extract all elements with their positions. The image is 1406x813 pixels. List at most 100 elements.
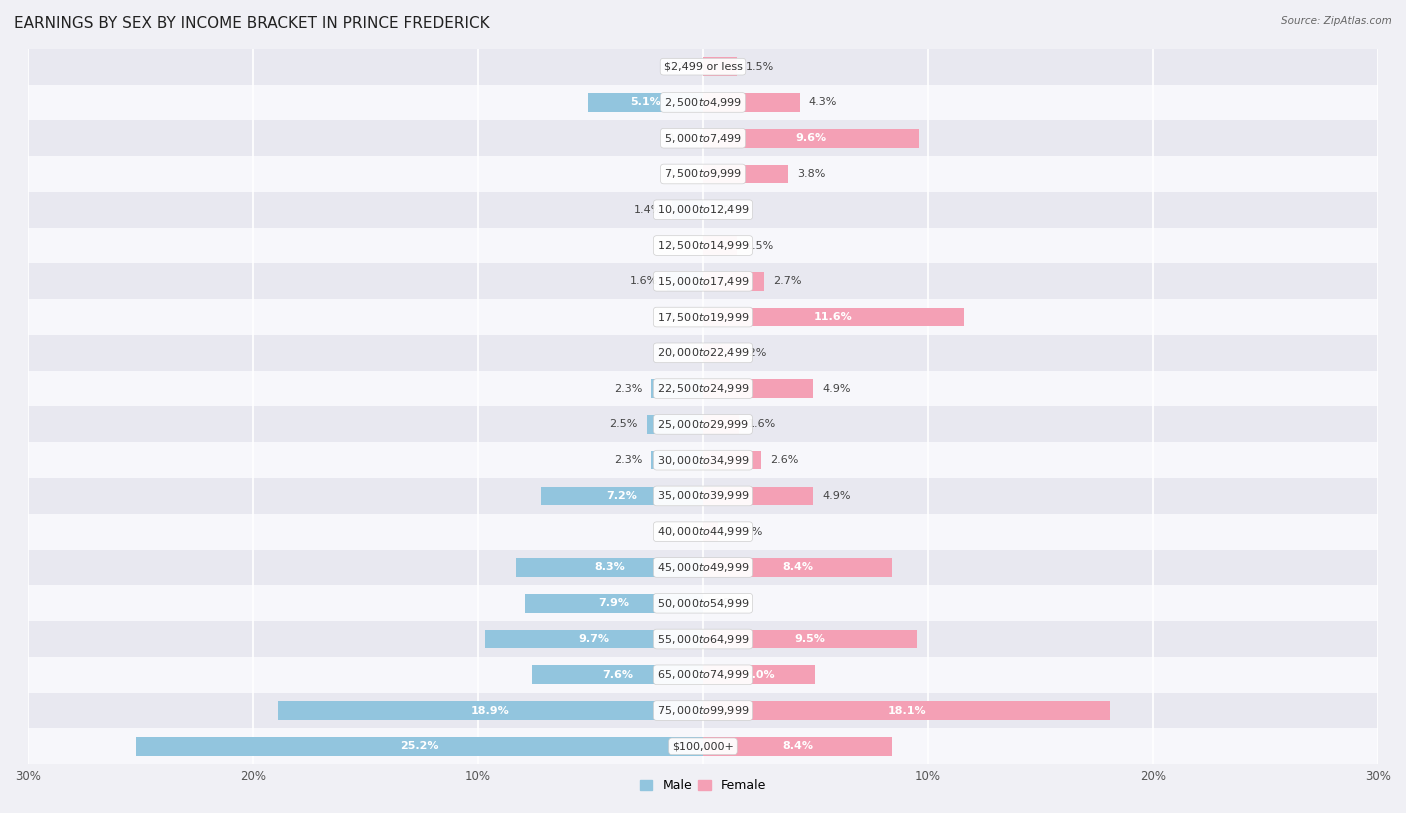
Bar xyxy=(703,272,763,290)
Bar xyxy=(28,406,1378,442)
Legend: Male, Female: Male, Female xyxy=(636,774,770,798)
Text: 9.6%: 9.6% xyxy=(796,133,827,143)
Text: 0.0%: 0.0% xyxy=(666,62,695,72)
Text: 2.7%: 2.7% xyxy=(773,276,801,286)
Text: 1.2%: 1.2% xyxy=(740,348,768,358)
Text: $5,000 to $7,499: $5,000 to $7,499 xyxy=(664,132,742,145)
Bar xyxy=(28,263,1378,299)
Bar xyxy=(28,693,1378,728)
Text: 1.6%: 1.6% xyxy=(630,276,658,286)
Text: 2.3%: 2.3% xyxy=(614,455,643,465)
Bar xyxy=(703,129,920,147)
Bar xyxy=(703,559,891,576)
Text: 0.0%: 0.0% xyxy=(666,241,695,250)
Bar xyxy=(666,272,703,290)
Bar xyxy=(651,380,703,398)
Bar xyxy=(672,201,703,219)
Text: 8.4%: 8.4% xyxy=(782,741,813,751)
Bar xyxy=(28,228,1378,263)
Text: $25,000 to $29,999: $25,000 to $29,999 xyxy=(657,418,749,431)
Bar xyxy=(541,487,703,505)
Bar xyxy=(28,192,1378,228)
Bar xyxy=(703,380,813,398)
Bar xyxy=(28,585,1378,621)
Text: 0.0%: 0.0% xyxy=(666,169,695,179)
Text: 7.6%: 7.6% xyxy=(602,670,633,680)
Text: 0.67%: 0.67% xyxy=(727,527,762,537)
Text: $35,000 to $39,999: $35,000 to $39,999 xyxy=(657,489,749,502)
Text: $20,000 to $22,499: $20,000 to $22,499 xyxy=(657,346,749,359)
Bar xyxy=(703,344,730,362)
Bar xyxy=(703,630,917,648)
Text: 4.9%: 4.9% xyxy=(823,491,851,501)
Bar xyxy=(278,702,703,720)
Bar xyxy=(28,621,1378,657)
Text: $45,000 to $49,999: $45,000 to $49,999 xyxy=(657,561,749,574)
Text: 11.6%: 11.6% xyxy=(814,312,853,322)
Text: 4.3%: 4.3% xyxy=(808,98,837,107)
Bar xyxy=(588,93,703,111)
Text: $100,000+: $100,000+ xyxy=(672,741,734,751)
Text: 0.0%: 0.0% xyxy=(666,527,695,537)
Bar xyxy=(703,58,737,76)
Text: $55,000 to $64,999: $55,000 to $64,999 xyxy=(657,633,749,646)
Text: 25.2%: 25.2% xyxy=(401,741,439,751)
Bar xyxy=(28,120,1378,156)
Bar xyxy=(28,85,1378,120)
Bar xyxy=(485,630,703,648)
Bar xyxy=(516,559,703,576)
Bar xyxy=(703,702,1111,720)
Text: 7.9%: 7.9% xyxy=(599,598,630,608)
Text: 18.1%: 18.1% xyxy=(887,706,927,715)
Bar xyxy=(703,737,891,755)
Text: 0.0%: 0.0% xyxy=(711,205,740,215)
Bar xyxy=(28,371,1378,406)
Text: $10,000 to $12,499: $10,000 to $12,499 xyxy=(657,203,749,216)
Bar xyxy=(703,487,813,505)
Text: $40,000 to $44,999: $40,000 to $44,999 xyxy=(657,525,749,538)
Text: $22,500 to $24,999: $22,500 to $24,999 xyxy=(657,382,749,395)
Bar xyxy=(703,237,737,254)
Text: 4.9%: 4.9% xyxy=(823,384,851,393)
Text: 2.3%: 2.3% xyxy=(614,384,643,393)
Text: $30,000 to $34,999: $30,000 to $34,999 xyxy=(657,454,749,467)
Bar xyxy=(28,478,1378,514)
Bar xyxy=(28,49,1378,85)
Bar xyxy=(703,523,718,541)
Bar xyxy=(28,728,1378,764)
Bar xyxy=(703,308,965,326)
Text: 1.4%: 1.4% xyxy=(634,205,662,215)
Text: $75,000 to $99,999: $75,000 to $99,999 xyxy=(657,704,749,717)
Text: $12,500 to $14,999: $12,500 to $14,999 xyxy=(657,239,749,252)
Bar xyxy=(703,415,740,433)
Text: 0.0%: 0.0% xyxy=(666,133,695,143)
Bar xyxy=(28,657,1378,693)
Bar xyxy=(28,442,1378,478)
Text: 9.7%: 9.7% xyxy=(578,634,609,644)
Bar xyxy=(28,335,1378,371)
Text: 1.6%: 1.6% xyxy=(748,420,776,429)
Text: 5.0%: 5.0% xyxy=(744,670,775,680)
Text: 0.0%: 0.0% xyxy=(666,312,695,322)
Text: 3.8%: 3.8% xyxy=(797,169,825,179)
Bar xyxy=(28,299,1378,335)
Text: 9.5%: 9.5% xyxy=(794,634,825,644)
Bar xyxy=(28,514,1378,550)
Bar xyxy=(703,666,815,684)
Bar xyxy=(526,594,703,612)
Text: $50,000 to $54,999: $50,000 to $54,999 xyxy=(657,597,749,610)
Bar xyxy=(28,156,1378,192)
Bar xyxy=(647,415,703,433)
Bar xyxy=(703,165,789,183)
Text: 0.0%: 0.0% xyxy=(666,348,695,358)
Text: EARNINGS BY SEX BY INCOME BRACKET IN PRINCE FREDERICK: EARNINGS BY SEX BY INCOME BRACKET IN PRI… xyxy=(14,16,489,31)
Text: $2,499 or less: $2,499 or less xyxy=(664,62,742,72)
Text: 18.9%: 18.9% xyxy=(471,706,510,715)
Text: 7.2%: 7.2% xyxy=(606,491,637,501)
Text: $15,000 to $17,499: $15,000 to $17,499 xyxy=(657,275,749,288)
Bar xyxy=(651,451,703,469)
Bar xyxy=(28,550,1378,585)
Text: 8.3%: 8.3% xyxy=(595,563,626,572)
Text: 2.6%: 2.6% xyxy=(770,455,799,465)
Text: 1.5%: 1.5% xyxy=(745,241,773,250)
